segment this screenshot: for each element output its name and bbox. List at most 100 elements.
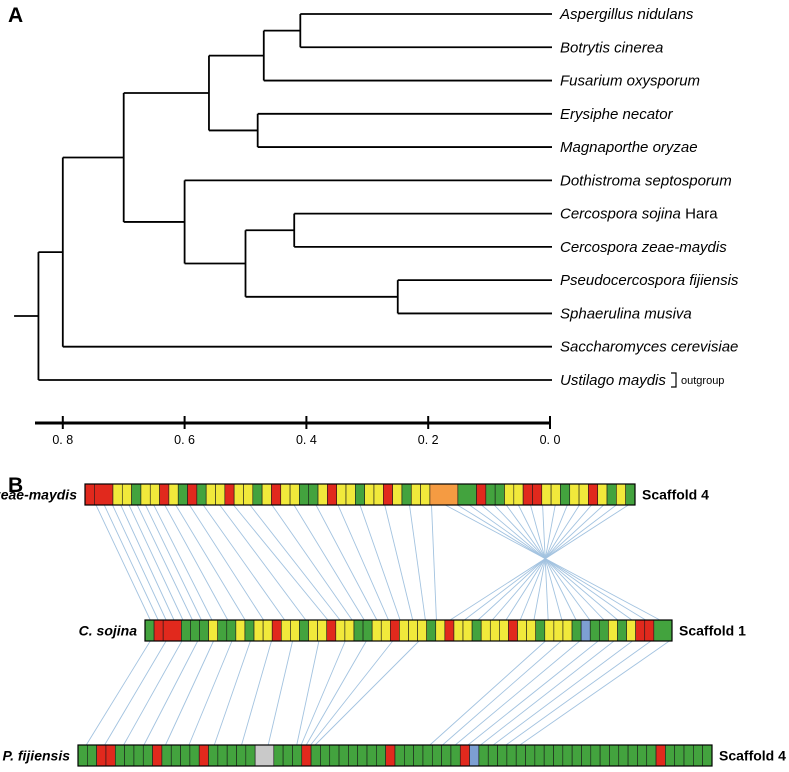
synteny-link-line	[315, 504, 378, 621]
scaffold-segment	[335, 619, 346, 642]
scaffold-segment	[515, 744, 526, 767]
scaffold-segment	[383, 483, 393, 506]
synteny-link-line	[469, 504, 633, 621]
scaffold-segment	[308, 619, 318, 642]
scaffold-segment	[618, 744, 629, 767]
scaffold-segment	[494, 483, 505, 506]
scaffold-segment	[84, 483, 95, 506]
scaffold-segment	[144, 619, 155, 642]
scaffold-segment	[280, 619, 291, 642]
scaffold-segment	[646, 744, 657, 767]
synteny-link-line	[457, 504, 646, 621]
scaffold-segment	[189, 744, 200, 767]
synteny-link-line	[128, 504, 184, 621]
synteny-link-line	[189, 504, 264, 621]
scaffold-segment	[262, 619, 273, 642]
scaffold-segment	[399, 619, 409, 642]
scaffold-segment	[224, 483, 235, 506]
scaffold-segment	[271, 483, 282, 506]
scaffold-segment	[417, 619, 427, 642]
synteny-link-line	[431, 504, 437, 621]
outgroup-label: outgroup	[681, 375, 724, 387]
scaffold-segment	[469, 744, 480, 767]
scaffold-bar-border	[77, 744, 713, 767]
scaffold-segment	[410, 483, 421, 506]
scaffold-segment	[292, 744, 303, 767]
synteny-link-line	[359, 504, 401, 621]
scaffold-segment	[616, 483, 626, 506]
synteny-link-line	[219, 504, 307, 621]
scaffold-segment	[626, 619, 636, 642]
tip-label: Cercospora sojina Hara	[560, 206, 718, 223]
scaffold-segment	[329, 744, 340, 767]
scaffold-segment	[96, 744, 107, 767]
tip-label: Cercospora zeae-maydis	[560, 239, 727, 256]
scaffold-segment	[327, 483, 337, 506]
scaffold-segment	[170, 744, 181, 767]
scaffold-segment	[544, 619, 555, 642]
synteny-link-line	[384, 504, 414, 621]
scaffold-segment	[560, 483, 571, 506]
synteny-link-line	[153, 504, 213, 621]
scaffold-segment	[308, 483, 319, 506]
tip-label: Erysiphe necator	[560, 106, 674, 123]
scaffold-segment	[271, 619, 282, 642]
scaffold-segment	[525, 744, 536, 767]
scaffold-segment	[517, 619, 527, 642]
scaffold-segment	[87, 744, 97, 767]
scaffold-segment	[162, 619, 182, 642]
scaffold-segment	[420, 483, 431, 506]
scaffold-segment	[301, 744, 312, 767]
scaffold-segment	[702, 744, 713, 767]
scaffold-segment	[208, 744, 219, 767]
scaffold-segment	[273, 744, 284, 767]
scaffold-segment	[215, 483, 226, 506]
scaffold-segment	[653, 619, 673, 642]
scaffold-segment	[124, 744, 135, 767]
scaffold-segment	[562, 744, 573, 767]
synteny-link-line	[271, 504, 353, 621]
scaffold-segment	[77, 744, 88, 767]
scaffold-segment	[550, 483, 561, 506]
scaffold-segment	[181, 619, 191, 642]
scaffold-segment	[617, 619, 627, 642]
scaffold-segment	[637, 744, 648, 767]
scaffold-segment	[133, 744, 144, 767]
scaffold-segment	[506, 744, 517, 767]
synteny-link-line	[480, 640, 615, 746]
scaffold-segment	[543, 744, 554, 767]
scaffold-segment	[114, 744, 125, 767]
scaffold-segment	[581, 744, 592, 767]
scaffold-segment	[161, 744, 172, 767]
scaffold-segment	[289, 483, 300, 506]
scaffold-segment	[310, 744, 321, 767]
synteny-link-line	[491, 504, 592, 621]
scaffold-bar-border	[144, 619, 673, 642]
tip-label: Aspergillus nidulans	[559, 6, 694, 23]
synteny-link-line	[519, 640, 670, 746]
scaffold-segment	[345, 483, 356, 506]
scaffold-segment	[353, 619, 364, 642]
tip-label: Fusarium oxysporum	[560, 73, 700, 90]
scaffold-segment	[480, 619, 491, 642]
synteny-link-line	[165, 640, 214, 746]
scaffold-segment	[534, 744, 545, 767]
scaffold-segment	[105, 744, 116, 767]
synteny-link-line	[337, 504, 389, 621]
synteny-link-line	[442, 640, 562, 746]
scale-tick-label: 0. 8	[52, 433, 73, 447]
synteny-link-line	[164, 504, 229, 621]
scaffold-segment	[198, 744, 209, 767]
scaffold-segment	[217, 619, 228, 642]
scaffold-segment	[553, 619, 564, 642]
synteny-link-line	[310, 640, 394, 746]
synteny-link-line	[464, 504, 617, 621]
scaffold-segment	[244, 619, 255, 642]
synteny-link-line	[314, 640, 420, 746]
tip-label: Sphaerulina musiva	[560, 305, 692, 322]
scaffold-segment	[392, 483, 403, 506]
scaffold-segment	[499, 619, 509, 642]
synteny-link-line	[103, 504, 159, 621]
scaffold-segment	[693, 744, 703, 767]
scaffold-segment	[226, 744, 237, 767]
